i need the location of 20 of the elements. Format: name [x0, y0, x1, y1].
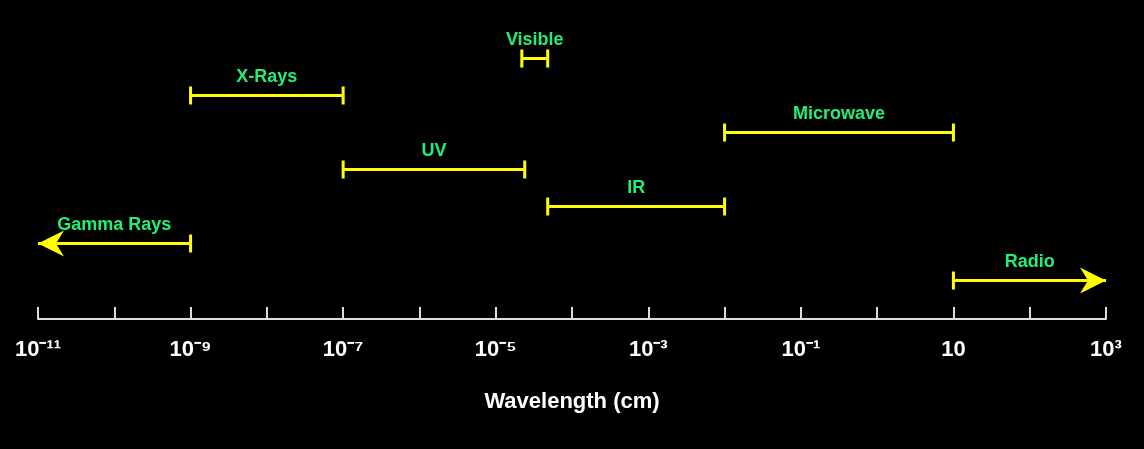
annotation: IR: [627, 176, 646, 197]
annotation: Radio: [1004, 250, 1055, 271]
annotation: Visible: [505, 28, 564, 49]
x-tick-label: 10⁻¹: [781, 335, 821, 361]
bar: [724, 131, 954, 134]
x-tick-label: 10: [941, 335, 966, 361]
annotation: X-Rays: [236, 65, 298, 86]
x-tick-label: 10⁻¹¹: [14, 335, 62, 361]
bar: [547, 205, 725, 208]
bar: [343, 168, 525, 171]
x-tick-label: 10⁻⁹: [169, 335, 212, 361]
annotation: UV: [421, 139, 447, 160]
x-tick-label: 10⁻⁷: [322, 335, 364, 361]
x-tick-label: 10⁻⁵: [474, 335, 517, 361]
x-tick-label: 10⁻³: [628, 335, 668, 361]
x-axis-title: Wavelength (cm): [484, 387, 660, 413]
annotation: Microwave: [792, 102, 886, 123]
x-tick-label: 10³: [1090, 335, 1122, 361]
bar: [190, 94, 344, 97]
annotation: Gamma Rays: [57, 213, 172, 234]
